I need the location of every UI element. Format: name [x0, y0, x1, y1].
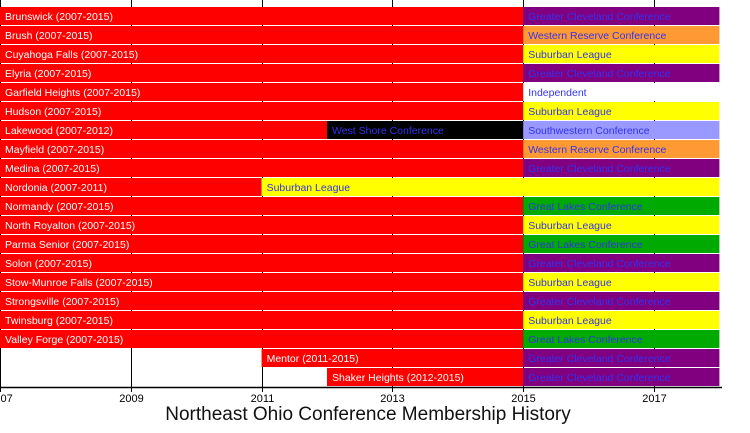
timeline-bar: [0, 216, 524, 234]
bar-label: Greater Cleveland Conference: [528, 11, 671, 23]
bar-label: Greater Cleveland Conference: [528, 68, 671, 80]
timeline-bar: [0, 273, 524, 291]
tick-label: 2017: [642, 393, 666, 405]
bar-label: Greater Cleveland Conference: [528, 296, 671, 308]
timeline-bar: [523, 140, 720, 158]
timeline-bar: [0, 26, 524, 44]
bar-label: Greater Cleveland Conference: [528, 258, 671, 270]
bar-label: Greater Cleveland Conference: [528, 372, 671, 384]
bar-label: Shaker Heights (2012-2015): [332, 372, 464, 384]
bar-label: Valley Forge (2007-2015): [5, 334, 123, 346]
bar-label: West Shore Conference: [332, 125, 444, 137]
tick-label: 2015: [511, 393, 535, 405]
timeline-bar: [523, 26, 720, 44]
tick-label: 2009: [119, 393, 143, 405]
timeline-bar: [523, 349, 720, 367]
bar-label: Normandy (2007-2015): [5, 201, 114, 213]
timeline-bar: [0, 292, 524, 310]
timeline-bar: [523, 64, 720, 82]
timeline-bar: [523, 330, 720, 348]
timeline-bar: [0, 102, 524, 120]
timeline-bar: [0, 254, 524, 272]
bar-label: Western Reserve Conference: [528, 30, 666, 42]
bar-label: Western Reserve Conference: [528, 144, 666, 156]
bar-label: Great Lakes Conference: [528, 239, 643, 251]
bar-label: Brush (2007-2015): [5, 30, 93, 42]
bar-label: Greater Cleveland Conference: [528, 163, 671, 175]
timeline-bar: [523, 368, 720, 386]
chart-title: Northeast Ohio Conference Membership His…: [165, 404, 571, 425]
bar-label: Suburban League: [267, 182, 351, 194]
timeline-bar: [0, 7, 524, 25]
timeline-bar: [0, 197, 524, 215]
timeline-bar: [523, 216, 720, 234]
bar-label: Twinsburg (2007-2015): [5, 315, 113, 327]
timeline-bar: [0, 140, 524, 158]
bar-label: North Royalton (2007-2015): [5, 220, 135, 232]
timeline-bar: [0, 64, 524, 82]
bar-label: Brunswick (2007-2015): [5, 11, 113, 23]
timeline-bar: [523, 292, 720, 310]
bar-label: Lakewood (2007-2012): [5, 125, 113, 137]
timeline-bar: [523, 121, 720, 139]
bar-label: Great Lakes Conference: [528, 334, 643, 346]
bar-label: Great Lakes Conference: [528, 201, 643, 213]
bar-label: Suburban League: [528, 315, 612, 327]
timeline-bar: [0, 45, 524, 63]
timeline-bar: [0, 235, 524, 253]
timeline-bar: [523, 102, 720, 120]
bar-label: Suburban League: [528, 106, 612, 118]
timeline-bar: [523, 45, 720, 63]
bar-label: Cuyahoga Falls (2007-2015): [5, 49, 138, 61]
tick-label: 2007: [0, 393, 13, 405]
timeline-bar: [523, 83, 720, 101]
timeline-bar: [327, 368, 524, 386]
bar-label: Stow-Munroe Falls (2007-2015): [5, 277, 153, 289]
bar-label: Nordonia (2007-2011): [5, 182, 107, 194]
tick-label: 2011: [251, 393, 275, 405]
bar-label: Mayfield (2007-2015): [5, 144, 104, 156]
timeline-bar: [523, 197, 720, 215]
timeline-bar: [0, 178, 262, 196]
bar-label: Suburban League: [528, 277, 612, 289]
bar-label: Parma Senior (2007-2015): [5, 239, 129, 251]
timeline-bar: [261, 178, 720, 196]
bar-label: Independent: [528, 87, 586, 99]
timeline-bar: [0, 311, 524, 329]
timeline-bar: [0, 83, 524, 101]
timeline-bar: [523, 7, 720, 25]
timeline-bar: [0, 121, 327, 139]
bar-label: Suburban League: [528, 220, 612, 232]
bar-label: Garfield Heights (2007-2015): [5, 87, 140, 99]
bar-label: Solon (2007-2015): [5, 258, 92, 270]
timeline-bar: [523, 273, 720, 291]
bar-label: Strongsville (2007-2015): [5, 296, 119, 308]
tick-label: 2013: [380, 393, 404, 405]
bar-label: Medina (2007-2015): [5, 163, 100, 175]
timeline-bar: [523, 235, 720, 253]
timeline-bar: [327, 121, 524, 139]
bar-label: Elyria (2007-2015): [5, 68, 91, 80]
timeline-bar: [261, 349, 524, 367]
bar-label: Hudson (2007-2015): [5, 106, 101, 118]
bar-label: Mentor (2011-2015): [267, 353, 359, 365]
timeline-bar: [523, 159, 720, 177]
bar-label: Southwestern Conference: [528, 125, 650, 137]
timeline-bar: [523, 311, 720, 329]
bar-label: Greater Cleveland Conference: [528, 353, 671, 365]
bar-label: Suburban League: [528, 49, 612, 61]
timeline-bar: [523, 254, 720, 272]
timeline-bar: [0, 330, 524, 348]
timeline-bar: [0, 159, 524, 177]
